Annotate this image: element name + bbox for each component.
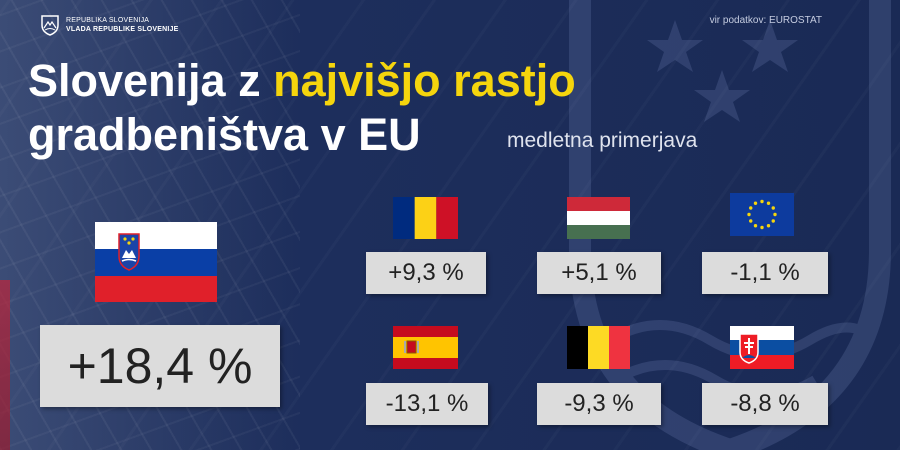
eu-star-icon	[747, 212, 751, 217]
headline-highlight: najvišjo rastjo	[273, 55, 576, 106]
hungary-flag	[567, 197, 630, 239]
slovenia-flag	[95, 222, 217, 302]
value-slovakia: -8,8 %	[730, 390, 800, 417]
eu-star-icon	[760, 225, 764, 230]
value-hungary: +5,1 %	[561, 259, 637, 286]
value-belgium: -9,3 %	[564, 390, 634, 417]
value-box-slovakia: -8,8 %	[702, 383, 828, 425]
government-logo: REPUBLIKA SLOVENIJA VLADA REPUBLIKE SLOV…	[40, 14, 178, 36]
romania-flag	[393, 197, 458, 239]
data-source: vir podatkov: EUROSTAT	[709, 15, 822, 26]
main-value: +18,4 %	[67, 338, 253, 394]
eu-star-icon	[753, 224, 758, 228]
logo-line-1: REPUBLIKA SLOVENIJA	[66, 17, 150, 24]
eu-star-icon	[766, 201, 771, 205]
value-spain: -13,1 %	[385, 390, 469, 417]
value-box-belgium: -9,3 %	[537, 383, 661, 425]
headline-part-1: Slovenija z	[28, 55, 274, 106]
background-edge	[0, 280, 10, 450]
eu-star-icon	[771, 219, 775, 223]
headline: Slovenija z najvišjo rastjo gradbeništva…	[28, 54, 576, 162]
subtitle: medletna primerjava	[507, 129, 698, 152]
coat-of-arms-icon	[41, 15, 59, 36]
value-romania: +9,3 %	[388, 259, 464, 286]
slovakia-flag	[730, 326, 794, 369]
eu-flag	[730, 193, 794, 236]
headline-line-2: gradbeništva v EU	[28, 109, 421, 160]
value-box-spain: -13,1 %	[366, 383, 488, 425]
value-eu: -1,1 %	[730, 259, 800, 286]
belgium-flag	[567, 326, 630, 369]
eu-star-icon	[760, 199, 764, 204]
eu-star-icon	[766, 224, 771, 228]
value-box-eu: -1,1 %	[702, 252, 828, 294]
eu-star-icon	[753, 201, 758, 205]
eu-star-icon	[773, 212, 777, 217]
eu-star-icon	[749, 206, 753, 210]
eu-star-icon	[771, 206, 775, 210]
logo-line-2: VLADA REPUBLIKE SLOVENIJE	[66, 26, 179, 33]
spain-flag	[393, 326, 458, 369]
eu-star-icon	[749, 219, 753, 223]
value-box-romania: +9,3 %	[366, 252, 486, 294]
value-box-hungary: +5,1 %	[537, 252, 661, 294]
main-value-box: +18,4 %	[40, 325, 280, 407]
